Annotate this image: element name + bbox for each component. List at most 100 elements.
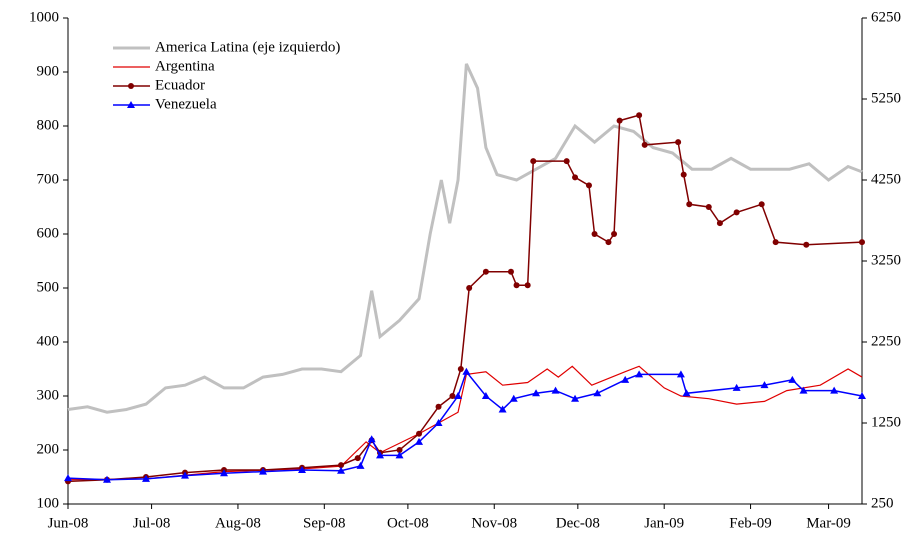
point bbox=[376, 451, 385, 459]
point bbox=[415, 437, 424, 445]
point bbox=[858, 392, 866, 400]
point bbox=[571, 394, 580, 402]
point bbox=[758, 201, 765, 208]
point bbox=[733, 209, 740, 216]
point bbox=[259, 467, 268, 475]
point bbox=[434, 419, 443, 426]
point bbox=[680, 171, 687, 178]
point bbox=[481, 392, 490, 400]
point bbox=[532, 389, 541, 397]
point bbox=[616, 117, 623, 124]
point bbox=[449, 393, 456, 400]
x-tick-label: Feb-09 bbox=[729, 515, 772, 531]
point bbox=[641, 141, 648, 148]
point bbox=[572, 174, 579, 181]
point bbox=[454, 392, 463, 400]
point bbox=[338, 462, 345, 469]
x-tick-label: Oct-08 bbox=[387, 515, 429, 531]
x-tick-label: Jun-08 bbox=[48, 515, 89, 531]
series-line bbox=[67, 114, 863, 483]
point bbox=[395, 451, 404, 459]
y-tick-label: 1000 bbox=[29, 9, 59, 25]
point bbox=[524, 282, 531, 289]
series-line bbox=[67, 370, 863, 481]
legend-label: Ecuador bbox=[155, 77, 205, 93]
x-tick-label: Mar-09 bbox=[806, 515, 851, 531]
point bbox=[621, 375, 630, 383]
series-line bbox=[67, 63, 863, 414]
point bbox=[298, 465, 307, 473]
point bbox=[181, 471, 190, 479]
point bbox=[803, 241, 810, 248]
point bbox=[591, 231, 598, 238]
point bbox=[585, 182, 592, 189]
y-tick-label: 600 bbox=[37, 225, 60, 241]
point bbox=[686, 201, 693, 208]
x-tick-label: Aug-08 bbox=[215, 515, 261, 531]
point bbox=[337, 466, 346, 474]
point bbox=[457, 365, 464, 372]
legend-label: America Latina (eje izquierdo) bbox=[155, 39, 340, 55]
point bbox=[675, 139, 682, 146]
point bbox=[103, 475, 112, 483]
point bbox=[507, 268, 514, 275]
point bbox=[142, 474, 151, 482]
y-tick-label: 900 bbox=[37, 63, 60, 79]
y2-tick-label: 5250 bbox=[871, 90, 901, 106]
point bbox=[682, 389, 691, 397]
y2-tick-label: 3250 bbox=[871, 252, 901, 268]
y2-tick-label: 4250 bbox=[871, 171, 901, 187]
point bbox=[416, 430, 423, 437]
point bbox=[859, 239, 865, 246]
point bbox=[128, 83, 134, 89]
point bbox=[462, 367, 471, 375]
point bbox=[772, 239, 779, 246]
y-tick-label: 700 bbox=[37, 171, 60, 187]
point bbox=[830, 386, 839, 394]
y-tick-label: 300 bbox=[37, 387, 60, 403]
point bbox=[127, 101, 135, 108]
legend-label: Argentina bbox=[155, 58, 215, 74]
y2-tick-label: 1250 bbox=[871, 414, 901, 430]
point bbox=[64, 474, 72, 482]
x-tick-label: Nov-08 bbox=[471, 515, 517, 531]
point bbox=[498, 405, 507, 413]
point bbox=[760, 381, 769, 389]
y-tick-label: 800 bbox=[37, 117, 60, 133]
point bbox=[509, 394, 518, 402]
point bbox=[513, 282, 520, 289]
point bbox=[466, 284, 473, 291]
point bbox=[396, 446, 403, 453]
legend-label: Venezuela bbox=[155, 96, 217, 112]
point bbox=[356, 461, 365, 469]
x-tick-label: Sep-08 bbox=[303, 515, 346, 531]
point bbox=[563, 158, 570, 165]
point bbox=[482, 268, 489, 275]
y-tick-label: 100 bbox=[37, 495, 60, 511]
point bbox=[676, 370, 685, 378]
point bbox=[635, 370, 644, 378]
y2-tick-label: 6250 bbox=[871, 9, 901, 25]
x-tick-label: Jan-09 bbox=[644, 515, 684, 531]
point bbox=[732, 383, 741, 391]
point bbox=[716, 220, 723, 227]
point bbox=[636, 112, 643, 119]
point bbox=[530, 158, 537, 165]
y-tick-label: 400 bbox=[37, 333, 60, 349]
point bbox=[220, 469, 229, 477]
point bbox=[705, 203, 712, 210]
point bbox=[799, 386, 808, 394]
point bbox=[354, 455, 361, 462]
x-tick-label: Dec-08 bbox=[556, 515, 600, 531]
point bbox=[435, 403, 442, 410]
y-tick-label: 500 bbox=[37, 279, 60, 295]
y2-tick-label: 2250 bbox=[871, 333, 901, 349]
point bbox=[611, 231, 618, 238]
y-tick-label: 200 bbox=[37, 441, 60, 457]
point bbox=[605, 239, 612, 246]
point bbox=[551, 386, 560, 394]
point bbox=[788, 375, 797, 383]
point bbox=[593, 389, 602, 397]
